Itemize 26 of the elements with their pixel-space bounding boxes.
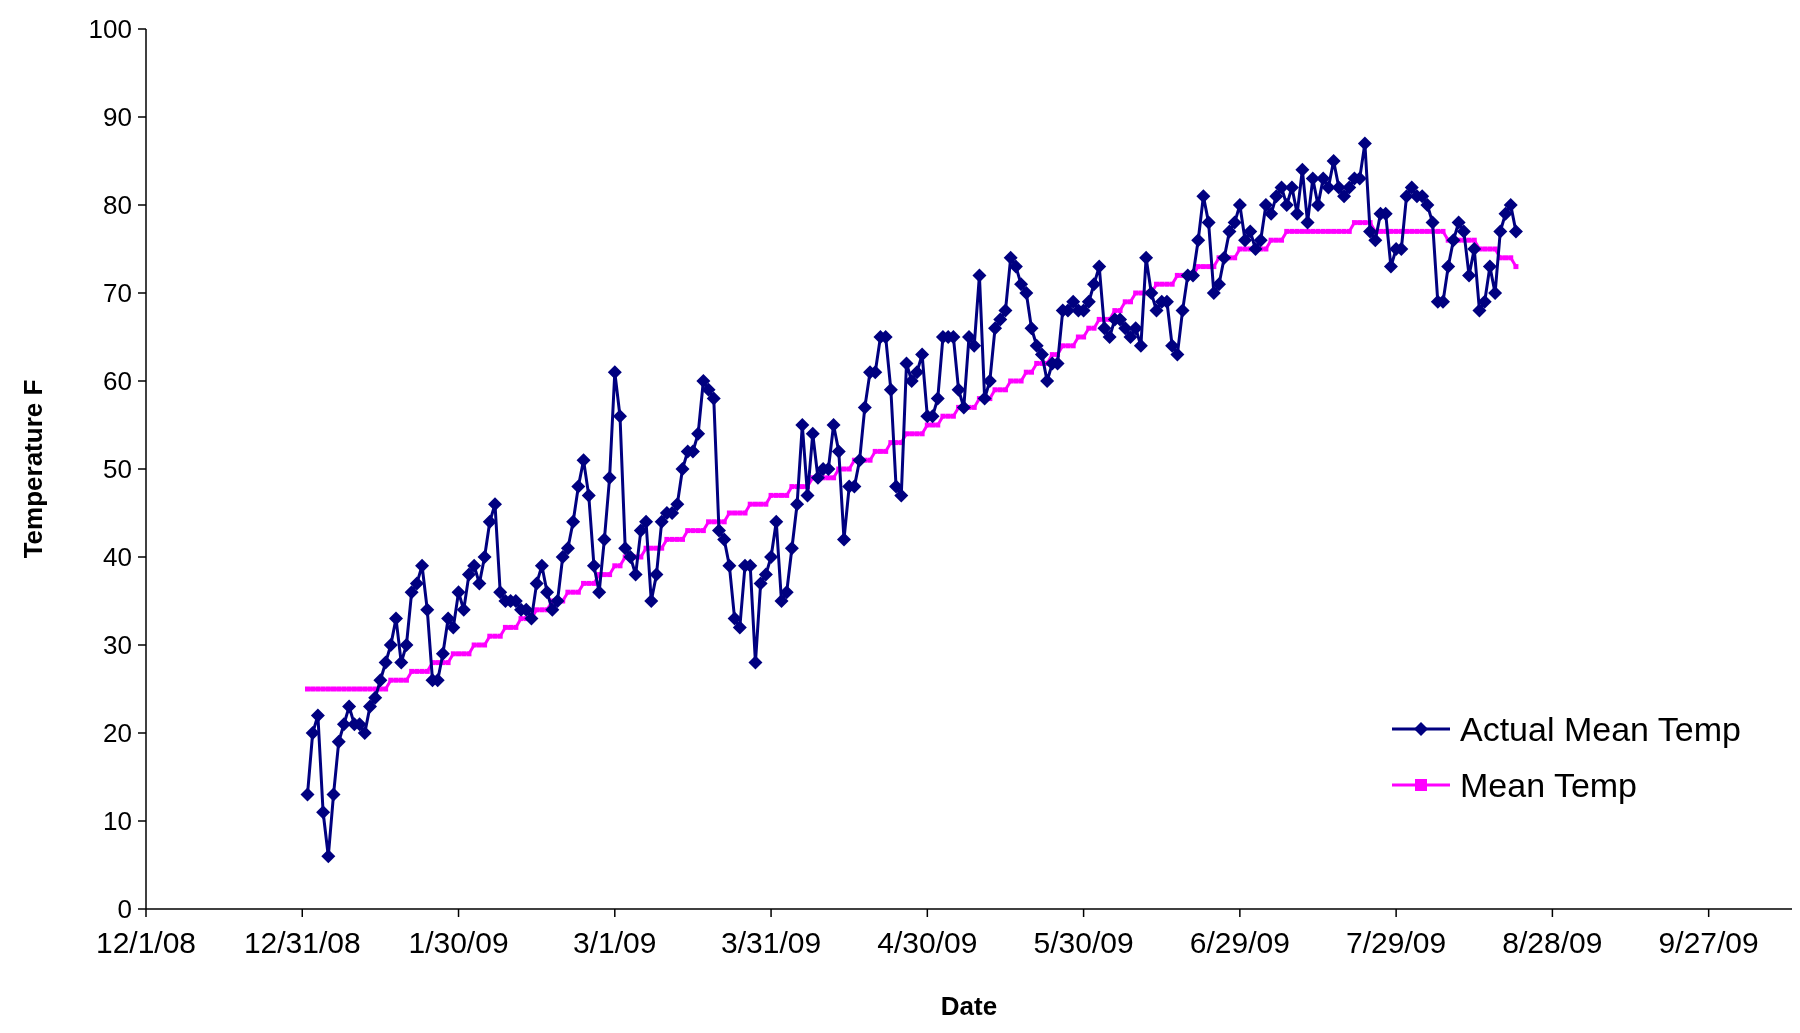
y-tick-label: 30 bbox=[103, 630, 132, 661]
x-tick-label: 6/29/09 bbox=[1189, 926, 1290, 959]
y-tick-label: 70 bbox=[103, 278, 132, 309]
x-tick-label: 1/30/09 bbox=[408, 926, 509, 959]
y-tick-label: 0 bbox=[117, 894, 132, 925]
legend-label: Mean Temp bbox=[1460, 765, 1638, 804]
y-tick-label: 20 bbox=[103, 718, 132, 749]
y-axis-title: Temperature F bbox=[18, 379, 48, 559]
y-tick-label: 50 bbox=[103, 454, 132, 485]
y-tick-label: 90 bbox=[103, 102, 132, 133]
x-axis-title: Date bbox=[940, 991, 998, 1021]
y-tick-label: 10 bbox=[103, 806, 132, 837]
y-tick-label: 80 bbox=[103, 190, 132, 221]
x-tick-label: 4/30/09 bbox=[877, 926, 978, 959]
x-tick-label: 5/30/09 bbox=[1033, 926, 1134, 959]
legend-label: Actual Mean Temp bbox=[1460, 709, 1741, 748]
y-tick-label: 40 bbox=[103, 542, 132, 573]
x-tick-label: 3/31/09 bbox=[721, 926, 822, 959]
x-tick-label: 7/29/09 bbox=[1346, 926, 1447, 959]
x-tick-label: 12/31/08 bbox=[243, 926, 361, 959]
x-tick-label: 12/1/08 bbox=[95, 926, 197, 959]
x-tick-label: 8/28/09 bbox=[1502, 926, 1603, 959]
y-tick-label: 60 bbox=[103, 366, 132, 397]
y-tick-label: 100 bbox=[88, 14, 132, 45]
x-tick-label: 3/1/09 bbox=[573, 926, 657, 959]
x-tick-label: 9/27/09 bbox=[1658, 926, 1759, 959]
